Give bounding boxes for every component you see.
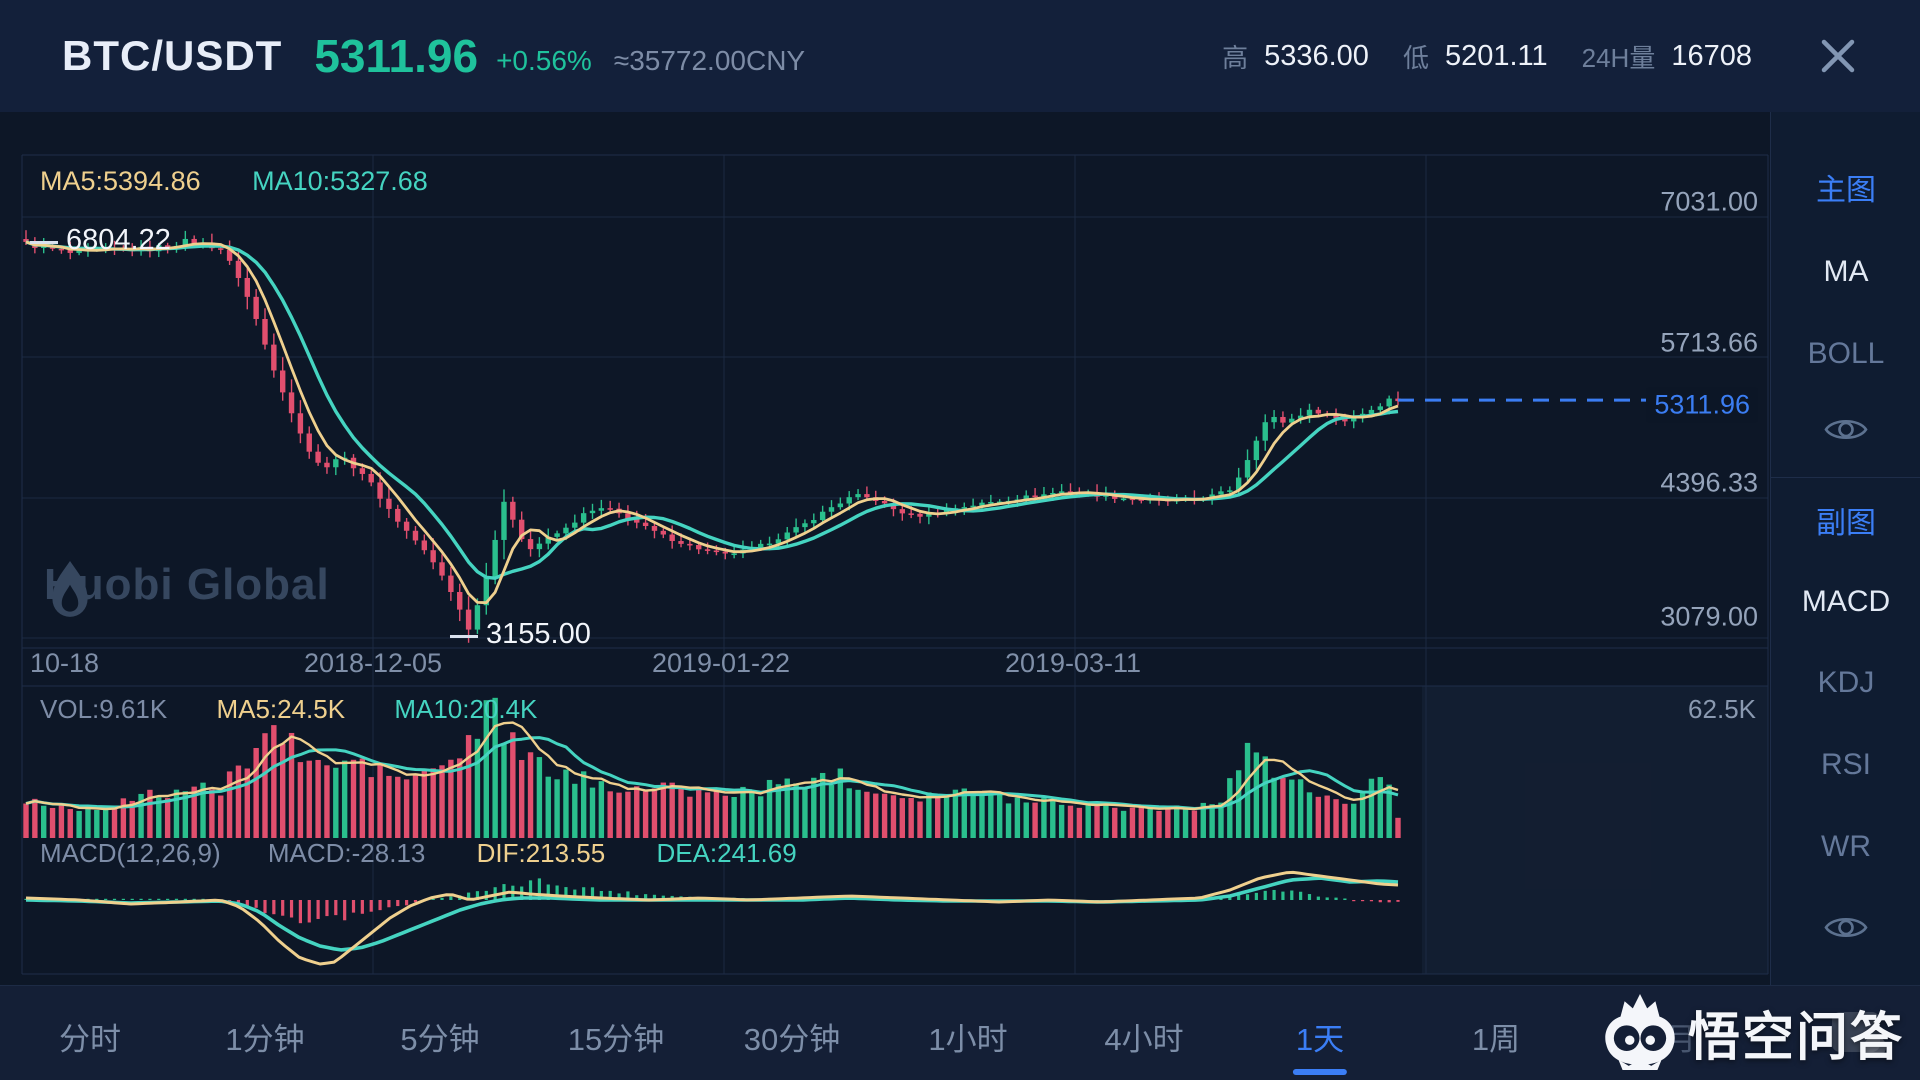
timeframe-tab-4小时[interactable]: 4小时 [1104,1022,1184,1057]
price-axis-label: 7031.00 [1660,186,1758,217]
last-price: 5311.96 [314,30,479,82]
header-stats: 高 5336.00 低 5201.11 24H量 16708 [1222,0,1770,112]
stat-value-2: 16708 [1671,39,1752,72]
eye-icon[interactable] [1823,415,1869,450]
timeframe-tab-1天[interactable]: 1天 [1296,1014,1344,1059]
ma5-label: MA5:5394.86 [40,166,201,196]
stat-value-1: 5201.11 [1444,39,1548,72]
time-axis-label: 10-18 [30,648,100,678]
high-annotation-tick [30,241,58,244]
sidebar-divider [1771,477,1920,478]
dea-value-label: DEA:241.69 [656,838,797,868]
close-icon[interactable] [1814,32,1862,80]
dif-value-label: DIF:213.55 [476,838,606,868]
current-price-axis-label: 5311.96 [1646,387,1758,423]
wukong-watermark-text: 悟空问答 [1687,1008,1904,1067]
timeframe-tab-1周[interactable]: 1周 [1471,1022,1521,1057]
eye-icon[interactable] [1823,913,1869,948]
sidebar-item-ma[interactable]: MA [1823,255,1869,288]
timeframe-tab-15分钟[interactable]: 15分钟 [567,1022,665,1057]
sidebar-item-boll[interactable]: BOLL [1807,337,1885,370]
sidebar-item-macd[interactable]: MACD [1801,585,1891,618]
price-axis-label: 4396.33 [1660,467,1758,498]
sidebar-item-rsi[interactable]: RSI [1820,748,1871,781]
wukong-logo-icon [1605,994,1675,1070]
macd-params-label: MACD(12,26,9) [40,838,221,868]
time-axis-label: 2019-03-11 [1004,648,1142,678]
indicator-sidebar: 主图 MA BOLL 副图 MACD KDJ RSI WR [1770,112,1920,985]
candlestick-chart [21,154,1769,975]
sidebar-item-副图[interactable]: 副图 [1816,507,1876,540]
sidebar-item-kdj[interactable]: KDJ [1817,666,1875,699]
ma10-label: MA10:5327.68 [252,166,428,196]
cny-equivalent: ≈35772.00CNY [613,45,806,76]
stat-label-0: 高 [1222,42,1249,73]
time-axis-label: 2019-01-22 [651,648,791,678]
time-axis-label: 2018-12-05 [303,648,443,678]
stat-label-2: 24H量 [1581,42,1656,73]
wukong-watermark: 悟空问答 [1600,992,1904,1072]
price-axis-label: 5713.66 [1660,327,1758,358]
header: BTC/USDT 5311.96 +0.56% ≈35772.00CNY 高 53… [0,0,1920,112]
price-axis-label: 3079.00 [1660,601,1758,632]
vol-ma10-label: MA10:20.4K [394,694,538,724]
stat-label-1: 低 [1402,42,1429,73]
corner-watermark-chip [1832,1012,1886,1058]
ma-indicator-labels: MA5:5394.86 MA10:5327.68 [40,166,428,197]
vol-ma5-label: MA5:24.5K [216,694,346,724]
timeframe-bar: 分时1分钟5分钟15分钟30分钟1小时4小时1天1周1月 [0,985,1920,1080]
sidebar-item-主图[interactable]: 主图 [1816,174,1876,207]
huobi-watermark-text: Huobi Global [44,560,330,609]
timeframe-tab-分时[interactable]: 分时 [59,1022,121,1057]
volume-scale-label: 62.5K [1688,694,1756,724]
pair-title: BTC/USDT [62,32,283,79]
vol-label: VOL:9.61K [40,694,168,724]
low-annotation-tick [450,635,478,638]
huobi-flame-icon [52,561,88,617]
timeframe-tab-5分钟[interactable]: 5分钟 [400,1022,480,1057]
timeframe-tab-1分钟[interactable]: 1分钟 [225,1022,305,1057]
huobi-watermark: Huobi Global [44,560,330,617]
macd-value-label: MACD:-28.13 [267,838,426,868]
macd-labels: MACD(12,26,9) MACD:-28.13 DIF:213.55 DEA… [40,838,797,869]
low-annotation: 3155.00 [486,618,591,650]
stat-value-0: 5336.00 [1264,39,1369,72]
volume-labels: VOL:9.61K MA5:24.5K MA10:20.4K [40,694,537,725]
sidebar-item-wr[interactable]: WR [1821,830,1871,863]
timeframe-tab-30分钟[interactable]: 30分钟 [743,1022,841,1057]
high-annotation: 6804.22 [66,224,171,256]
price-change: +0.56% [496,45,592,76]
timeframe-tab-1小时[interactable]: 1小时 [928,1022,1008,1057]
chart-area[interactable]: MA5:5394.86 MA10:5327.68 6804.22 3155.00… [0,112,1770,985]
